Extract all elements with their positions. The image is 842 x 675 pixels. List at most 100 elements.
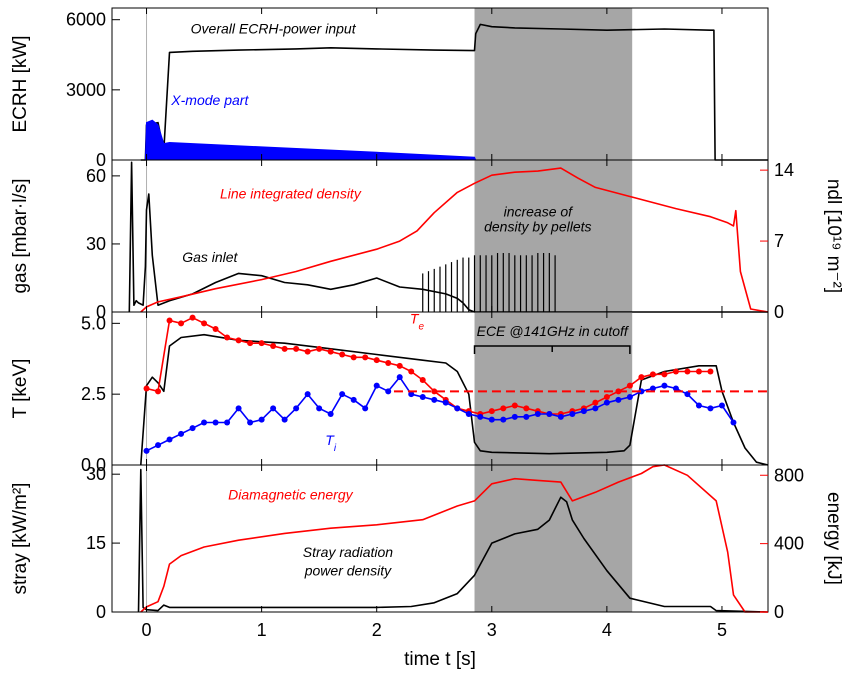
data-point [224, 419, 231, 426]
data-point [603, 399, 610, 406]
y-axis-label: T [keV] [10, 359, 31, 419]
y-tick-label: 15 [86, 533, 106, 553]
annotation: increase of [504, 204, 575, 220]
annotation-text: X-mode part [170, 92, 249, 108]
series-temperature-2-markers [143, 374, 737, 454]
data-point [385, 388, 392, 395]
data-point [695, 402, 702, 409]
data-point [235, 337, 242, 344]
data-point [730, 419, 737, 426]
data-point [649, 385, 656, 392]
annotation: power density [304, 562, 392, 578]
data-point [488, 416, 495, 423]
data-point [258, 416, 265, 423]
y-axis-label: gas [mbar·l/s] [10, 178, 31, 293]
shaded-region [474, 465, 633, 612]
data-point [500, 416, 507, 423]
data-point [592, 399, 599, 406]
y2-tick-label: 0 [774, 602, 784, 622]
data-point [143, 385, 150, 392]
y-tick-label: 0 [96, 602, 106, 622]
x-tick-label: 2 [372, 620, 382, 640]
series-stray-0 [137, 468, 769, 613]
data-point [396, 374, 403, 381]
annotation-text: increase of [504, 204, 575, 220]
x-tick-label: 1 [257, 620, 267, 640]
y2-tick-label: 400 [774, 534, 804, 554]
data-point [695, 368, 702, 375]
data-point [672, 368, 679, 375]
data-point [235, 405, 242, 412]
data-point [373, 382, 380, 389]
data-point [316, 345, 323, 352]
data-point [396, 362, 403, 369]
data-point [189, 314, 196, 321]
annotation: density by pellets [484, 218, 591, 234]
shaded-region [474, 312, 633, 465]
annotation-text: T [325, 432, 335, 448]
data-point [511, 413, 518, 420]
x-axis-label: time t [s] [404, 649, 476, 670]
panel-ecrh: Overall ECRH-power input X-mode part 0 3000… [10, 7, 769, 170]
y2-tick-label: 800 [774, 465, 804, 485]
annotation: X-mode part [170, 92, 249, 108]
data-point [707, 405, 714, 412]
data-point [247, 340, 254, 347]
data-point [385, 360, 392, 366]
data-point [143, 447, 150, 454]
x-axis: 0 1 2 3 4 5 [142, 620, 727, 640]
y2-tick-label: 7 [774, 231, 784, 251]
data-point [212, 419, 219, 426]
data-point [350, 396, 357, 403]
data-point [293, 405, 300, 412]
annotation-text: Line integrated density [220, 186, 362, 202]
data-point [155, 442, 162, 449]
data-point [672, 385, 679, 392]
data-point [442, 399, 449, 406]
data-point [661, 371, 668, 378]
data-point [511, 402, 518, 409]
data-point [684, 391, 691, 398]
data-point [592, 405, 599, 412]
bracket-label: ECE @141GHz in cutoff [477, 323, 630, 339]
data-point [373, 357, 380, 364]
data-point [408, 391, 415, 398]
data-point [546, 411, 553, 417]
data-point [339, 391, 346, 398]
data-point [350, 354, 357, 361]
data-point [638, 374, 645, 381]
data-point [638, 388, 645, 395]
annotation: Stray radiation [303, 544, 393, 560]
data-point [431, 396, 438, 403]
data-point [465, 411, 472, 417]
series-temperature-2 [146, 376, 735, 452]
x-tick-label: 3 [487, 620, 497, 640]
shaded-region [474, 8, 633, 160]
data-point [327, 348, 334, 355]
data-point [304, 391, 311, 398]
data-point [316, 405, 323, 412]
x-tick-label: 4 [602, 620, 612, 640]
data-point [270, 343, 277, 349]
data-point [580, 408, 587, 415]
data-point [327, 411, 334, 417]
data-point [626, 394, 633, 400]
data-point [304, 348, 311, 355]
y2-axis-label: energy [kJ] [823, 492, 842, 585]
cutoff-bracket [473, 345, 631, 354]
annotation: Overall ECRH-power input [191, 21, 357, 37]
y-tick-label: 6000 [66, 10, 106, 30]
data-point [166, 436, 173, 443]
data-point [270, 405, 277, 412]
annotation-subscript: i [334, 443, 337, 454]
data-point [281, 416, 288, 423]
y2-tick-label: 14 [774, 160, 794, 180]
data-point [661, 382, 668, 389]
data-point [201, 320, 208, 327]
data-point [178, 430, 185, 437]
y2-axis-label: ndl [10¹⁹ m⁻²] [823, 179, 842, 293]
data-point [258, 340, 265, 347]
data-point [431, 388, 438, 395]
data-point [557, 413, 564, 420]
data-point [488, 408, 495, 415]
